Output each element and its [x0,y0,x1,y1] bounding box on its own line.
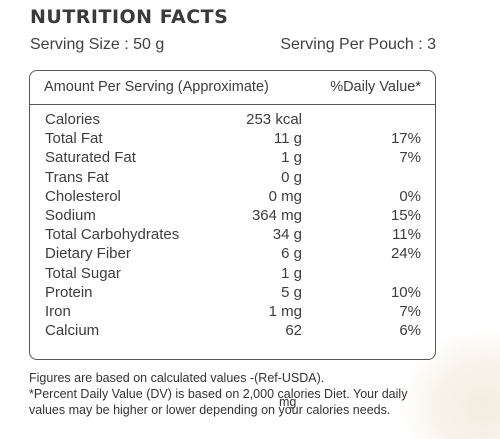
table-row: Protein 5 g 10% [30,283,435,302]
footnote-line-1: Figures are based on calculated values -… [29,371,325,385]
table-row: Total Fat 11 g 17% [30,129,435,148]
nutrient-dv: 11% [392,226,421,244]
table-row: Calcium 62 6% [30,321,435,340]
nutrient-name: Protein [45,283,93,301]
nutrient-name: Dietary Fiber [45,245,131,263]
table-row: Total Carbohydrates 34 g 11% [30,225,435,244]
nutrient-dv: 15% [390,206,421,224]
serving-info: Serving Size : 50 g Serving Per Pouch : … [30,36,436,54]
nutrient-dv: 24% [390,245,421,263]
nutrient-amount: 1 mg [268,302,302,320]
table-row: Calories 253 kcal [30,110,435,129]
nutrition-table: Amount Per Serving (Approximate) %Daily … [29,70,436,360]
nutrient-dv: 6% [399,322,421,340]
nutrient-name: Cholesterol [45,187,121,205]
nutrient-dv: 0% [399,187,421,205]
nutrient-amount: 1 g [281,149,302,167]
nutrient-amount: 6 g [281,245,302,263]
nutrient-dv: 17% [390,130,421,148]
nutrient-amount: 11 g [273,130,302,148]
nutrient-amount: 0 g [281,168,302,186]
nutrient-dv: 10% [390,283,421,301]
table-row: Saturated Fat 1 g 7% [30,148,435,167]
table-row: Dietary Fiber 6 g 24% [30,244,435,263]
table-row: Sodium 364 mg 15% [30,206,435,225]
nutrient-amount: 1 g [281,264,302,282]
nutrient-amount: 62 [285,322,302,340]
nutrient-amount: 364 mg [251,206,302,224]
serving-per-pouch: Serving Per Pouch : 3 [280,36,436,53]
nutrient-name: Total Fat [45,130,103,148]
nutrient-name: Calcium [45,322,100,340]
nutrient-name: Saturated Fat [45,149,136,167]
nutrient-amount: 0 mg [268,187,302,205]
table-row: Iron 1 mg 7% [30,302,435,321]
nutrient-name: Iron [45,302,71,320]
footnote: Figures are based on calculated values -… [29,370,489,418]
serving-size: Serving Size : 50 g [30,36,165,53]
daily-value-header: %Daily Value* [330,79,421,95]
table-row: Trans Fat 0 g [30,168,435,187]
nutrient-dv: 7% [399,302,421,320]
nutrient-amount: 253 kcal [246,111,302,128]
table-row: Total Sugar 1 g [30,264,435,283]
nutrient-amount: 34 g [272,226,302,244]
nutrient-amount: 5 g [281,283,302,301]
nutrient-name: Trans Fat [45,168,109,186]
table-header: Amount Per Serving (Approximate) %Daily … [30,71,435,105]
nutrient-name: Calories [45,111,101,128]
nutrient-rows: Calories 253 kcal Total Fat 11 g 17% Satura… [30,110,435,340]
footnote-line-2: *Percent Daily Value (DV) is based on 2,… [29,387,408,401]
table-row: Cholesterol 0 mg 0% [30,187,435,206]
nutrient-name: Total Carbohydrates [45,226,180,244]
background-grain-decoration [400,329,500,439]
page-title: NUTRITION FACTS [30,6,229,28]
nutrient-dv: 7% [399,149,421,167]
amount-header: Amount Per Serving (Approximate) [44,79,269,95]
nutrient-name: Sodium [45,206,96,224]
stray-unit-text: mg [279,395,297,409]
footnote-line-3: values may be higher or lower depending … [29,403,391,417]
nutrient-name: Total Sugar [45,264,121,282]
